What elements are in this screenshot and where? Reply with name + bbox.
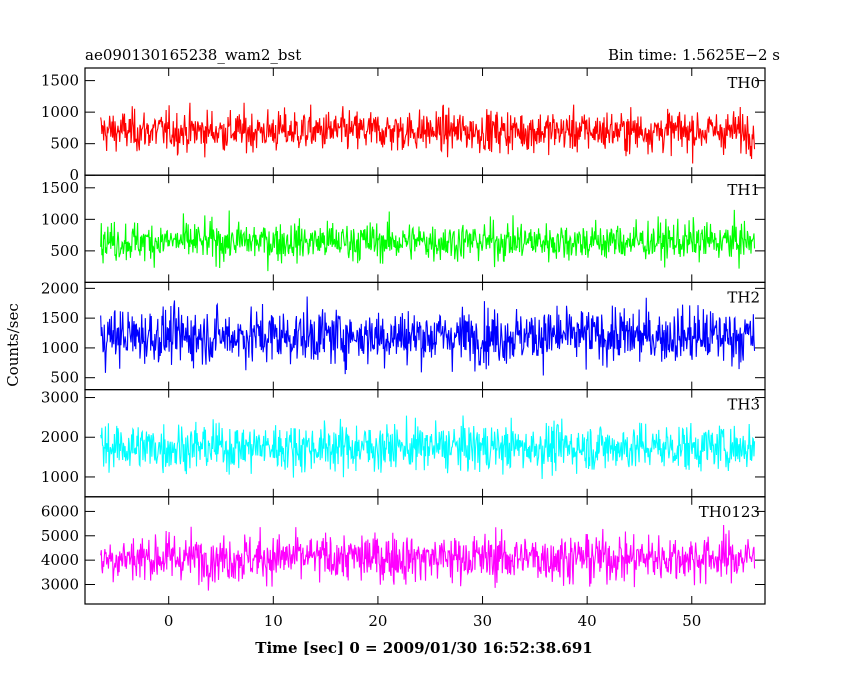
- x-axis-label: Time [sec] 0 = 2009/01/30 16:52:38.691: [255, 639, 592, 657]
- panel-th0123: 3000 4000 5000 6000 TH0123: [41, 496, 766, 605]
- y-tick-label: 1500: [41, 309, 79, 327]
- y-tick-label: 1000: [41, 339, 79, 357]
- series-line-th0123: [100, 525, 756, 591]
- x-tick-label: 40: [578, 612, 597, 630]
- y-tick-label: 2000: [41, 279, 79, 297]
- y-tick-label: 500: [50, 242, 79, 260]
- panel-frame: [84, 67, 766, 176]
- y-tick-label: 500: [50, 135, 79, 153]
- chart-title-right: Bin time: 1.5625E−2 s: [608, 46, 780, 64]
- panel-label-th1: TH1: [727, 181, 760, 199]
- panel-th2: 500 1000 1500 2000 TH2: [41, 279, 766, 391]
- x-tick-label: 0: [164, 612, 174, 630]
- panels-group: 0 500 1000 1500 TH0 500 1000 1500 TH1 500 1000 1500…: [41, 67, 766, 605]
- chart-title-left: ae090130165238_wam2_bst: [85, 46, 301, 64]
- series-line-th3: [100, 415, 756, 479]
- panel-label-th3: TH3: [727, 396, 760, 414]
- y-tick-label: 0: [69, 166, 79, 184]
- panel-label-th0: TH0: [727, 74, 760, 92]
- x-tick-label: 10: [264, 612, 283, 630]
- y-tick-label: 1000: [41, 210, 79, 228]
- y-tick-label: 4000: [41, 551, 79, 569]
- series-line-th0: [100, 102, 756, 164]
- y-tick-label: 3000: [41, 576, 79, 594]
- panel-th0: 0 500 1000 1500 TH0: [41, 67, 766, 184]
- x-axis: 0 10 20 30 40 50: [164, 612, 701, 630]
- y-tick-label: 5000: [41, 527, 79, 545]
- series-line-th1: [100, 209, 756, 272]
- y-tick-label: 6000: [41, 502, 79, 520]
- y-tick-label: 1500: [41, 179, 79, 197]
- series-line-th2: [100, 296, 756, 376]
- panel-label-th2: TH2: [727, 288, 760, 306]
- y-tick-label: 1500: [41, 72, 79, 90]
- x-tick-label: 30: [473, 612, 492, 630]
- y-axis-label: Counts/sec: [4, 303, 22, 387]
- y-tick-label: 2000: [41, 428, 79, 446]
- y-tick-label: 1000: [41, 103, 79, 121]
- x-tick-label: 50: [682, 612, 701, 630]
- y-tick-label: 1000: [41, 468, 79, 486]
- panel-th1: 500 1000 1500 TH1: [41, 174, 766, 283]
- panel-frame: [84, 496, 766, 605]
- y-tick-label: 3000: [41, 389, 79, 407]
- panel-th3: 1000 2000 3000 TH3: [41, 389, 766, 498]
- panel-label-th0123: TH0123: [699, 503, 760, 521]
- y-tick-label: 500: [50, 369, 79, 387]
- x-tick-label: 20: [368, 612, 387, 630]
